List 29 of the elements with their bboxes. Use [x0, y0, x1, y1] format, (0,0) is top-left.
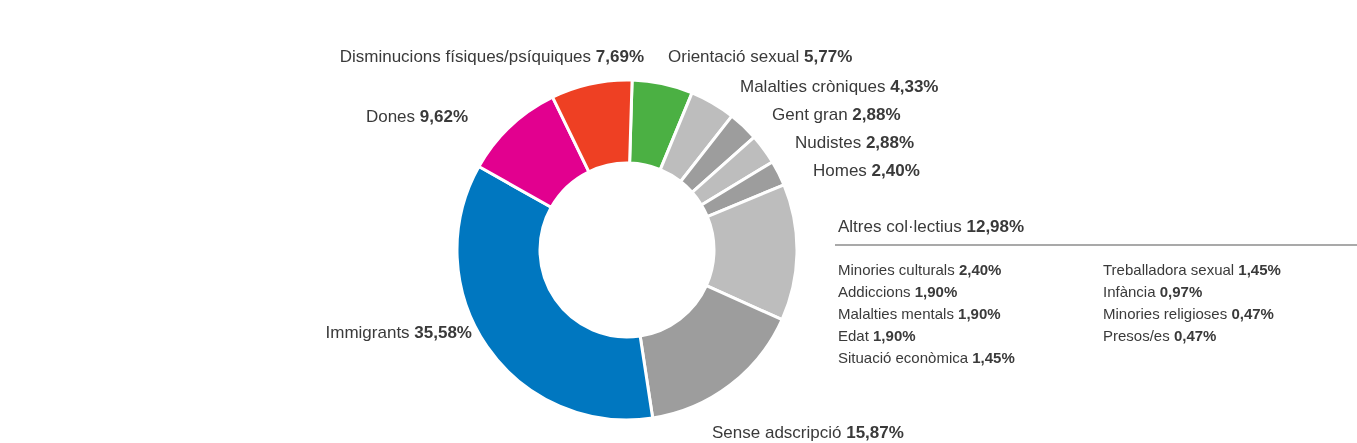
slice-label: Immigrants — [325, 323, 410, 342]
data-label: 7,69% — [595, 47, 644, 66]
text: Treballadora sexual 1,45% — [1103, 261, 1281, 278]
slice-label: Sense adscripció — [712, 423, 842, 442]
data-label: 35,58% — [414, 323, 472, 342]
slice-label: Malalties cròniques — [740, 77, 886, 96]
text: Infància 0,97% — [1103, 283, 1203, 300]
slice-label: Dones — [365, 107, 416, 126]
data-label: 12,98% — [966, 217, 1025, 236]
text: Situació econòmica 1,45% — [838, 349, 1015, 366]
data-label: 2,88% — [865, 133, 915, 152]
text: Addiccions 1,90% — [838, 283, 958, 300]
data-label: 9,62% — [419, 107, 468, 126]
data-label: 5,77% — [804, 47, 853, 66]
slice-label: Gent gran — [772, 105, 848, 124]
data-label: 2,40% — [871, 161, 920, 180]
data-label: 4,33% — [890, 77, 939, 96]
slice-label: Disminucions físiques/psíquiques — [339, 47, 592, 66]
slice-label: Orientació sexual — [668, 47, 800, 66]
data-label: 15,87% — [846, 423, 904, 442]
text: Malalties mentals 1,90% — [838, 305, 1001, 322]
slice-label: Nudistes — [795, 133, 862, 152]
slice-label: Altres col·lectius — [838, 217, 962, 236]
slice-label: Homes — [813, 161, 867, 180]
text: Presos/es 0,47% — [1103, 327, 1217, 344]
text: Minories religioses 0,47% — [1103, 305, 1274, 322]
data-label: 2,88% — [852, 105, 901, 124]
text: Edat 1,90% — [838, 327, 916, 344]
text: Minories culturals 2,40% — [838, 261, 1002, 278]
